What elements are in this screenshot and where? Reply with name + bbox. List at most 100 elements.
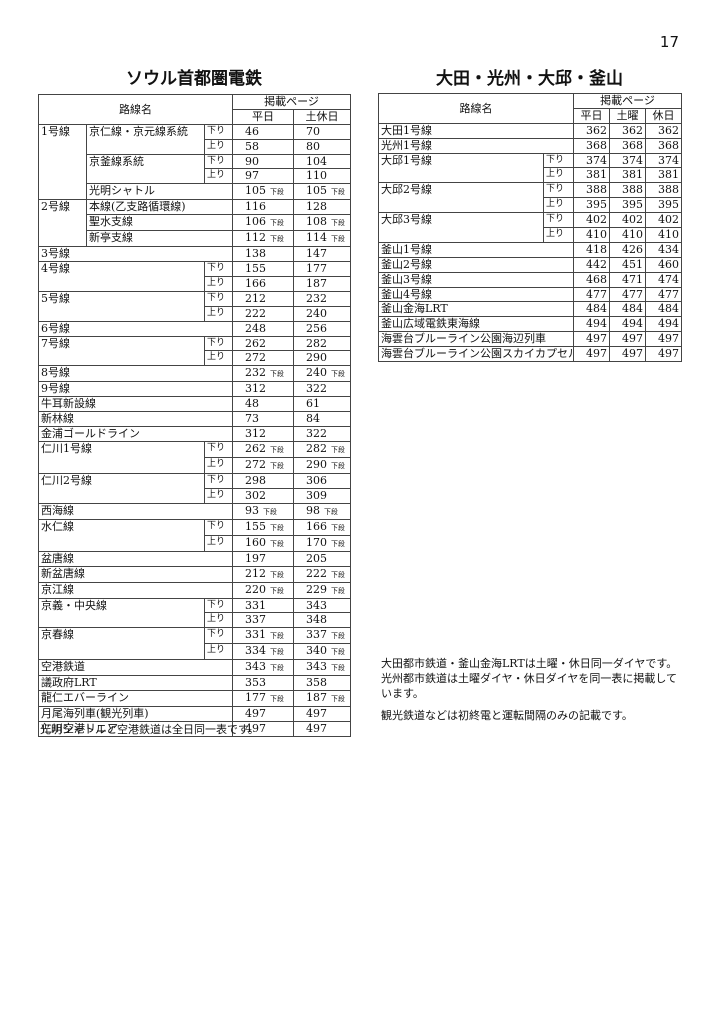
page: 368 [586, 138, 607, 152]
page: 353 [245, 676, 267, 690]
page-note: 下段 [331, 370, 346, 379]
page-cell: 334 下段 [232, 643, 295, 661]
page-cell: 374 [573, 152, 610, 169]
page-cell: 497 [644, 331, 683, 348]
page-cell: 395 [573, 197, 610, 214]
row: 新亭支線 112 下段 114 下段 [39, 230, 352, 248]
page-cell: 155 下段 [232, 518, 295, 536]
page: 451 [622, 257, 643, 271]
page-cell: 451 [609, 256, 646, 273]
page-cell: 108 下段 [293, 214, 352, 232]
page: 358 [306, 676, 328, 690]
page-cell: 362 [573, 122, 610, 139]
line-name: 釜山2号線 [378, 256, 574, 273]
page-note: 下段 [270, 632, 285, 641]
page-cell: 484 [573, 301, 610, 318]
page-cell: 484 [609, 301, 646, 318]
row: 大邱2号線 下り 388 388 388 [378, 182, 683, 214]
seoul-table: 路線名 掲載ページ 平日 土休日 1号線 京仁線・京元線系統 下り 46 70 上り 58 80 京釜線… [37, 94, 352, 738]
line-name: 7号線 [38, 335, 205, 367]
page-cell: 381 [644, 167, 683, 184]
page-cell: 497 [609, 331, 646, 348]
page: 494 [622, 317, 643, 331]
page-cell: 48 [232, 396, 295, 413]
page: 322 [306, 382, 328, 396]
page: 93 [245, 503, 260, 517]
page-cell: 112 下段 [232, 230, 295, 248]
page: 343 [306, 660, 328, 674]
row: 水仁線 下り 155 下段 166 下段 [38, 518, 352, 552]
page: 402 [622, 213, 643, 227]
page-cell: 128 [293, 199, 352, 216]
page-cell: 331 下段 [232, 627, 295, 645]
row: 京春線 下り 331 下段 337 下段 [38, 627, 352, 661]
direction: 下り [203, 335, 234, 352]
page-cell: 282 [293, 335, 352, 352]
page-cell: 256 [293, 320, 352, 337]
page-cell: 80 [293, 138, 352, 155]
row: 釜山2号線 442 451 460 [378, 256, 683, 273]
page: 232 [245, 366, 267, 380]
page: 61 [306, 397, 321, 411]
page: 468 [586, 272, 607, 286]
page: 426 [622, 242, 643, 256]
row: 大田1号線 362 362 362 [378, 122, 683, 139]
direction: 上り [543, 197, 574, 214]
page-cell: 98 下段 [293, 502, 352, 520]
line-name: 釜山広域電鉄東海線 [378, 316, 574, 333]
row: 京江線 220 下段 229 下段 [37, 581, 352, 599]
page-cell: 166 下段 [293, 518, 352, 536]
page-cell: 477 [573, 286, 610, 303]
page-cell: 105 下段 [232, 183, 295, 201]
page-note: 下段 [331, 235, 346, 244]
page: 306 [306, 473, 328, 487]
page: 402 [658, 213, 680, 227]
line-name: 大邱3号線 [378, 212, 544, 243]
page-cell: 395 [644, 197, 683, 214]
page-note: 下段 [270, 445, 285, 454]
page-cell: 348 [293, 612, 352, 629]
page-cell: 484 [644, 301, 683, 318]
row: 盆唐線 197 205 [37, 550, 352, 567]
page-cell: 272 [232, 350, 295, 367]
row: 釜山金海LRT 484 484 484 [378, 301, 683, 318]
page: 240 [306, 366, 328, 380]
page-cell: 337 [232, 612, 295, 629]
page: 170 [306, 535, 328, 549]
page: 381 [622, 168, 643, 182]
row: 聖水支線 106 下段 108 下段 [39, 214, 352, 232]
page: 322 [306, 427, 328, 441]
direction: 上り [203, 276, 234, 292]
page: 395 [622, 198, 643, 212]
page-cell: 410 [609, 227, 646, 243]
page-cell: 84 [293, 411, 352, 428]
direction: 上り [203, 534, 234, 552]
page-cell: 116 [232, 199, 295, 216]
page-cell: 232 下段 [232, 365, 295, 383]
page: 497 [586, 347, 607, 361]
page-cell: 73 [232, 411, 295, 428]
line-name: 新林線 [37, 411, 234, 428]
row: 海雲台ブルーライン公園海辺列車 497 497 497 [378, 331, 683, 348]
direction: 上り [203, 305, 234, 322]
note-line: 光州都市鉄道は土曜ダイヤ・休日ダイヤを同一表に掲載しています。 [381, 672, 678, 700]
page: 374 [586, 153, 607, 167]
row: 1号線 京仁線・京元線系統 下り 46 70 [38, 123, 352, 201]
page-cell: 410 [573, 227, 610, 243]
page-cell: 337 下段 [293, 627, 352, 645]
line-name: 金浦ゴールドライン [37, 426, 234, 442]
page-cell: 212 下段 [232, 565, 295, 583]
page: 220 [245, 582, 267, 596]
page-cell: 468 [573, 271, 610, 288]
row: 仁川2号線 下り 298 306 [38, 472, 352, 504]
page-cell: 322 [293, 381, 352, 398]
row: 仁川1号線 下り 262 下段 282 下段 [38, 440, 352, 474]
header-cell: 路線名 [37, 94, 234, 125]
direction: 下り [203, 123, 234, 140]
line-name: 釜山4号線 [378, 286, 574, 303]
page: 90 [245, 154, 260, 168]
row: 金浦ゴールドライン 312 322 [37, 426, 352, 442]
note: 光明シャトルと空港鉄道は全日同一表です。 [40, 723, 259, 736]
notes: 大田都市鉄道・釜山金海LRTは土曜・休日同一ダイヤです。 光州都市鉄道は土曜ダイヤ… [381, 656, 681, 723]
page-cell: 343 下段 [293, 659, 352, 677]
